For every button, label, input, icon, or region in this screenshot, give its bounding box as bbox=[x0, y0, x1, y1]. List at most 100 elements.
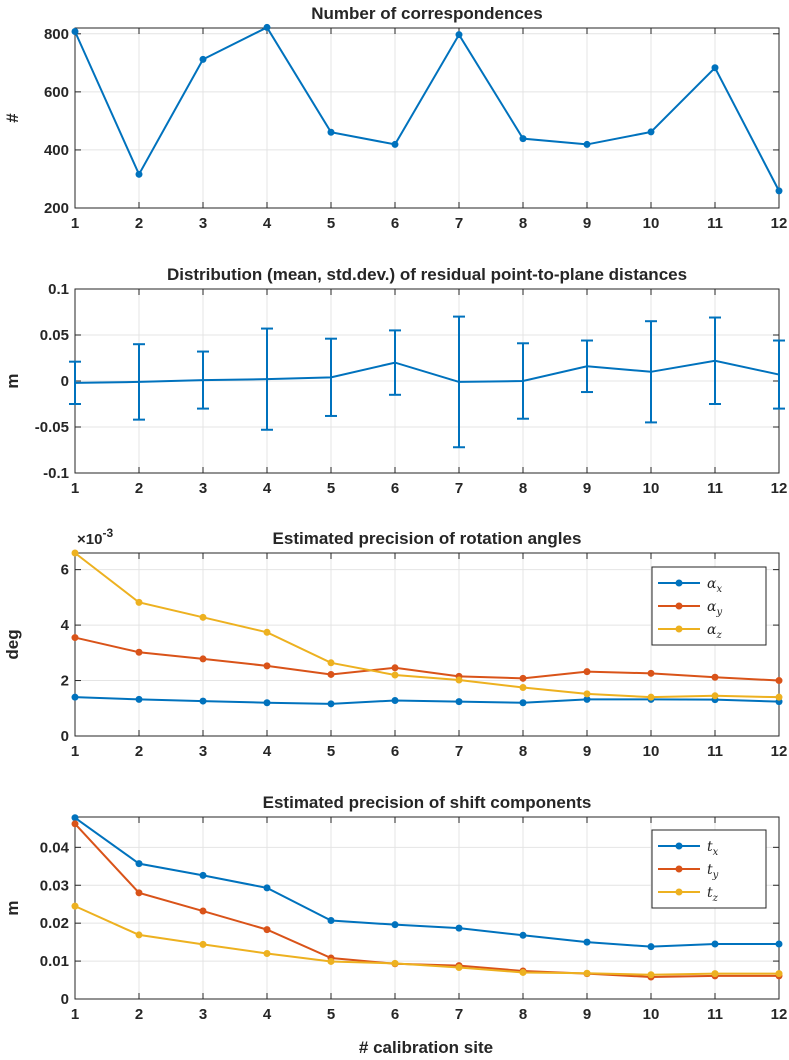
x-tick-label: 1 bbox=[71, 215, 79, 232]
y-tick-label: 400 bbox=[44, 142, 69, 159]
data-point bbox=[327, 659, 335, 667]
x-tick-label: 9 bbox=[583, 215, 591, 232]
figure-xlabel: # calibration site bbox=[359, 1038, 493, 1057]
x-tick-label: 5 bbox=[327, 215, 335, 232]
y-tick-label: 0 bbox=[61, 991, 69, 1008]
data-point bbox=[775, 187, 783, 195]
x-tick-label: 10 bbox=[643, 480, 660, 497]
data-point bbox=[263, 699, 271, 707]
data-point bbox=[327, 917, 335, 925]
data-point bbox=[391, 959, 399, 967]
legend-label-y: ty bbox=[707, 862, 719, 881]
x-tick-label: 7 bbox=[455, 1006, 463, 1023]
data-point bbox=[199, 907, 207, 915]
series-line-y bbox=[74, 636, 780, 682]
data-point bbox=[519, 135, 527, 143]
y-tick-label: 6 bbox=[61, 562, 69, 579]
x-tick-label: 12 bbox=[771, 480, 788, 497]
legend-marker bbox=[675, 865, 683, 873]
data-point bbox=[135, 931, 143, 939]
series-line-mean bbox=[74, 359, 780, 384]
x-tick-label: 11 bbox=[707, 480, 723, 497]
data-point bbox=[711, 692, 719, 700]
data-point bbox=[263, 23, 271, 31]
data-point bbox=[711, 673, 719, 681]
data-point bbox=[135, 695, 143, 703]
legend-marker bbox=[675, 625, 683, 633]
x-tick-label: 2 bbox=[135, 743, 143, 760]
legend-marker bbox=[675, 888, 683, 896]
data-point bbox=[583, 938, 591, 946]
x-tick-label: 10 bbox=[643, 1006, 660, 1023]
data-point bbox=[711, 940, 719, 948]
y-axis-label: deg bbox=[3, 629, 22, 659]
y-tick-label: 600 bbox=[44, 84, 69, 101]
legend: tx ty tz bbox=[651, 829, 767, 909]
y-tick-label: 0.02 bbox=[40, 915, 69, 932]
data-point bbox=[199, 697, 207, 705]
x-tick-label: 3 bbox=[199, 743, 207, 760]
data-point bbox=[519, 674, 527, 682]
y-axis-label: m bbox=[3, 900, 22, 915]
data-point bbox=[199, 940, 207, 948]
y-tick-label: 2 bbox=[61, 673, 69, 690]
data-point bbox=[327, 128, 335, 136]
data-point bbox=[71, 902, 79, 910]
x-tick-label: 6 bbox=[391, 1006, 399, 1023]
x-tick-label: 9 bbox=[583, 1006, 591, 1023]
data-point bbox=[263, 662, 271, 670]
data-point bbox=[135, 889, 143, 897]
data-point bbox=[327, 700, 335, 708]
data-point bbox=[327, 670, 335, 678]
x-tick-label: 1 bbox=[71, 480, 79, 497]
series-line-x bbox=[74, 816, 779, 948]
y-tick-label: 0.01 bbox=[40, 953, 69, 970]
data-point bbox=[455, 31, 463, 39]
data-point bbox=[455, 964, 463, 972]
x-tick-label: 10 bbox=[643, 215, 660, 232]
data-point bbox=[583, 969, 591, 977]
series-line-z bbox=[74, 905, 779, 976]
legend-label-x: αx bbox=[707, 576, 722, 595]
y-tick-label: 0 bbox=[61, 373, 69, 390]
data-point bbox=[199, 871, 207, 879]
data-point bbox=[71, 634, 79, 642]
x-tick-label: 11 bbox=[707, 1006, 723, 1023]
x-tick-label: 7 bbox=[455, 743, 463, 760]
data-point bbox=[263, 628, 271, 636]
x-tick-label: 6 bbox=[391, 480, 399, 497]
data-point bbox=[583, 695, 591, 703]
data-point bbox=[519, 931, 527, 939]
data-point bbox=[519, 683, 527, 691]
chart-title: Estimated precision of rotation angles bbox=[273, 529, 582, 548]
x-tick-label: 7 bbox=[455, 480, 463, 497]
data-point bbox=[199, 55, 207, 63]
y-tick-label: 0.1 bbox=[48, 281, 69, 298]
data-point bbox=[775, 940, 783, 948]
x-tick-label: 4 bbox=[263, 743, 272, 760]
data-point bbox=[519, 699, 527, 707]
legend-label-z: αz bbox=[707, 622, 722, 641]
y-axis-label: # bbox=[3, 113, 22, 123]
legend: αx αy αz bbox=[651, 566, 767, 646]
data-point bbox=[455, 676, 463, 684]
data-point bbox=[455, 698, 463, 706]
data-point bbox=[71, 820, 79, 828]
y-tick-label: 0.04 bbox=[40, 839, 70, 856]
x-tick-label: 12 bbox=[771, 215, 788, 232]
data-point bbox=[199, 655, 207, 663]
data-point bbox=[775, 677, 783, 685]
x-tick-label: 7 bbox=[455, 215, 463, 232]
data-point bbox=[391, 697, 399, 705]
x-tick-label: 4 bbox=[263, 1006, 272, 1023]
legend-marker bbox=[675, 579, 683, 587]
data-point bbox=[455, 924, 463, 932]
data-point bbox=[391, 664, 399, 672]
x-tick-label: 8 bbox=[519, 480, 527, 497]
data-point bbox=[775, 693, 783, 701]
x-tick-label: 4 bbox=[263, 215, 272, 232]
x-tick-label: 1 bbox=[71, 743, 79, 760]
y-tick-label: 0.05 bbox=[40, 327, 69, 344]
data-point bbox=[135, 648, 143, 656]
